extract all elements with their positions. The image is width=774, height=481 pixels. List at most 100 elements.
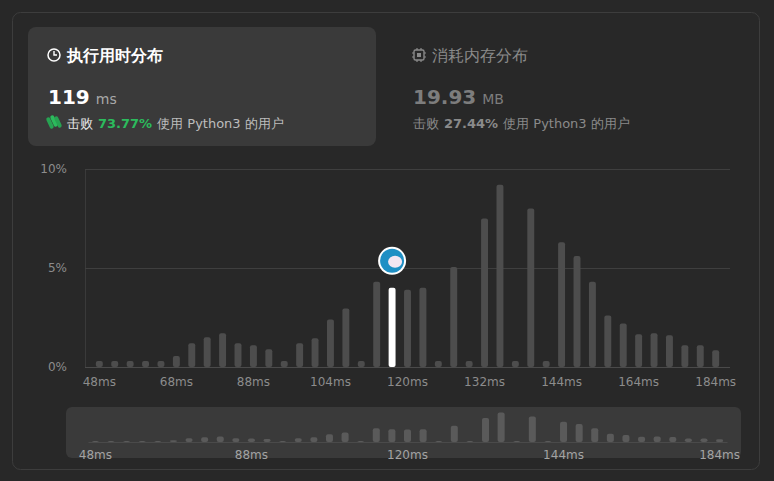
bar[interactable] — [388, 429, 395, 442]
bar[interactable] — [170, 440, 177, 442]
x-tick: 48ms — [79, 442, 112, 462]
bar[interactable] — [264, 439, 271, 442]
x-tick: 48ms — [83, 367, 116, 389]
bar[interactable] — [712, 350, 719, 367]
bar[interactable] — [574, 256, 581, 367]
bar[interactable] — [435, 441, 442, 442]
bar[interactable] — [217, 437, 224, 442]
x-tick-label: 120ms — [387, 448, 428, 462]
bar[interactable] — [576, 424, 583, 442]
bar[interactable] — [700, 438, 707, 442]
bar[interactable] — [326, 434, 333, 442]
bar[interactable] — [327, 319, 334, 367]
y-tick-label: 0% — [48, 360, 67, 374]
bar[interactable] — [513, 441, 520, 442]
bar[interactable] — [558, 242, 565, 367]
bar[interactable] — [638, 437, 645, 442]
bar[interactable] — [654, 437, 661, 442]
overview-chart: 48ms88ms120ms144ms184ms — [79, 413, 740, 462]
bar[interactable] — [373, 282, 380, 367]
grid-line — [85, 268, 730, 269]
bar[interactable] — [544, 441, 551, 442]
bars — [96, 185, 719, 367]
bar[interactable] — [451, 426, 458, 442]
bar[interactable] — [157, 361, 164, 367]
bar[interactable] — [607, 434, 614, 442]
bar[interactable] — [154, 441, 161, 442]
bar[interactable] — [527, 209, 534, 367]
bar[interactable] — [235, 343, 242, 367]
bar[interactable] — [481, 219, 488, 368]
bar[interactable] — [620, 323, 627, 367]
bar[interactable] — [142, 361, 149, 367]
bar[interactable] — [265, 349, 272, 367]
bar[interactable] — [496, 185, 503, 367]
bar[interactable] — [188, 343, 195, 367]
clock-hands — [54, 51, 57, 55]
y-tick: 10% — [40, 162, 730, 176]
bar[interactable] — [622, 435, 629, 442]
avatar-figure — [388, 256, 402, 268]
bar[interactable] — [669, 437, 676, 442]
tab-background[interactable] — [28, 27, 376, 146]
bar[interactable] — [466, 441, 473, 442]
bar[interactable] — [96, 361, 103, 367]
bar[interactable] — [358, 361, 365, 367]
bar[interactable] — [204, 337, 211, 367]
bar[interactable] — [111, 361, 118, 367]
bar[interactable] — [123, 441, 130, 442]
bar[interactable] — [310, 437, 317, 442]
bar[interactable] — [139, 441, 146, 442]
bar[interactable] — [716, 439, 723, 442]
x-tick-label: 144ms — [543, 448, 584, 462]
grid-line — [85, 367, 730, 368]
bar[interactable] — [420, 429, 427, 442]
bar[interactable] — [201, 437, 208, 442]
bar[interactable] — [651, 333, 658, 367]
tab-active[interactable]: 执行用时分布119ms击败73.77%使用 Python3 的用户 — [28, 27, 376, 146]
bar[interactable] — [389, 288, 396, 367]
bar[interactable] — [666, 335, 673, 367]
bar[interactable] — [92, 441, 99, 442]
bar[interactable] — [281, 361, 288, 367]
bar[interactable] — [589, 282, 596, 367]
bar[interactable] — [560, 422, 567, 442]
bar[interactable] — [591, 428, 598, 442]
bar[interactable] — [127, 361, 134, 367]
bar[interactable] — [419, 288, 426, 367]
bar[interactable] — [342, 433, 349, 442]
bar[interactable] — [512, 361, 519, 367]
bar[interactable] — [635, 334, 642, 367]
bar[interactable] — [697, 345, 704, 367]
bar[interactable] — [681, 345, 688, 367]
bar[interactable] — [357, 441, 364, 442]
bar[interactable] — [482, 418, 489, 442]
bar[interactable] — [543, 361, 550, 367]
metric-unit: MB — [482, 91, 504, 107]
bar[interactable] — [685, 438, 692, 442]
bar[interactable] — [186, 438, 193, 442]
tab[interactable]: 消耗内存分布19.93MB击败27.44%使用 Python3 的用户 — [412, 46, 630, 131]
bar[interactable] — [250, 345, 257, 367]
bar[interactable] — [373, 428, 380, 442]
bar[interactable] — [404, 290, 411, 367]
bar[interactable] — [450, 267, 457, 367]
bar[interactable] — [248, 438, 255, 442]
bar[interactable] — [232, 438, 239, 442]
bar[interactable] — [279, 441, 286, 442]
bar[interactable] — [466, 361, 473, 367]
bar[interactable] — [108, 441, 115, 442]
bar[interactable] — [312, 338, 319, 367]
bar[interactable] — [342, 309, 349, 367]
bar[interactable] — [295, 438, 302, 442]
y-tick-label: 5% — [48, 261, 67, 275]
bar[interactable] — [173, 356, 180, 367]
bar[interactable] — [435, 361, 442, 367]
bar[interactable] — [404, 430, 411, 442]
bar[interactable] — [498, 413, 505, 442]
bar[interactable] — [219, 333, 226, 367]
bar[interactable] — [529, 416, 536, 442]
bar[interactable] — [604, 316, 611, 367]
avatar-face — [380, 249, 404, 273]
bar[interactable] — [296, 343, 303, 367]
